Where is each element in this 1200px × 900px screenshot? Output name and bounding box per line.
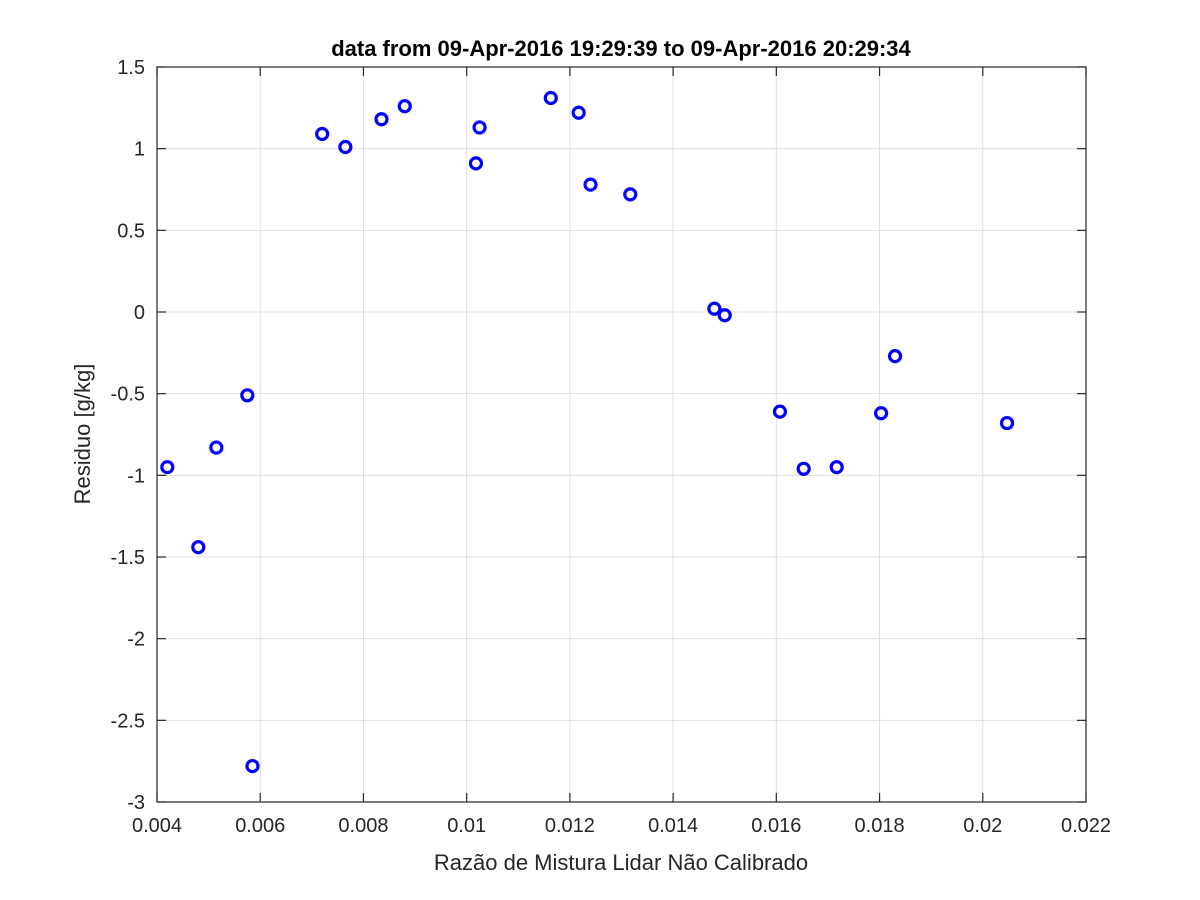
data-point bbox=[887, 349, 903, 364]
data-point bbox=[245, 758, 260, 774]
data-point bbox=[374, 112, 389, 127]
data-point bbox=[191, 540, 206, 555]
x-tick-label: 0.016 bbox=[751, 815, 801, 837]
data-point bbox=[772, 404, 788, 419]
x-tick-label: 0.022 bbox=[1061, 815, 1111, 837]
data-point bbox=[999, 415, 1015, 431]
x-tick-label: 0.02 bbox=[963, 815, 1002, 837]
y-tick-label: -2.5 bbox=[111, 710, 145, 732]
x-tick-label: 0.008 bbox=[338, 815, 388, 837]
data-point bbox=[160, 460, 175, 475]
data-point bbox=[623, 187, 638, 202]
y-tick-label: 1.5 bbox=[117, 57, 145, 79]
x-tick-label: 0.012 bbox=[545, 815, 595, 837]
axes-box bbox=[156, 66, 1087, 803]
data-point bbox=[315, 126, 330, 142]
data-point bbox=[571, 105, 586, 120]
x-tick-label: 0.01 bbox=[447, 815, 486, 837]
ticks bbox=[156, 66, 1087, 803]
y-axis-title: Residuo [g/kg] bbox=[70, 364, 95, 505]
data-point bbox=[472, 120, 487, 135]
data-point bbox=[583, 177, 598, 192]
data-point bbox=[240, 388, 255, 403]
y-tick-label: 0.5 bbox=[117, 220, 145, 242]
data-point bbox=[829, 460, 844, 475]
chart-title: data from 09-Apr-2016 19:29:39 to 09-Apr… bbox=[331, 36, 911, 61]
y-tick-label: -0.5 bbox=[111, 384, 145, 406]
x-tick-label: 0.014 bbox=[648, 815, 698, 837]
data-point bbox=[468, 156, 484, 171]
y-tick-label: 0 bbox=[134, 302, 145, 324]
data-point bbox=[707, 301, 722, 316]
plot-area bbox=[157, 67, 1086, 802]
data-point bbox=[796, 461, 811, 476]
y-tick-label: -3 bbox=[127, 792, 145, 814]
data-point bbox=[543, 90, 558, 106]
data-point bbox=[397, 99, 412, 114]
y-tick-label: -2 bbox=[127, 629, 145, 651]
y-tick-label: -1.5 bbox=[111, 547, 145, 569]
x-tick-label: 0.004 bbox=[132, 815, 182, 837]
data-point bbox=[209, 440, 224, 455]
x-tick-label: 0.006 bbox=[235, 815, 285, 837]
x-axis-title: Razão de Mistura Lidar Não Calibrado bbox=[434, 850, 808, 875]
data-points bbox=[160, 90, 1015, 774]
y-tick-label: -1 bbox=[127, 465, 145, 487]
data-point bbox=[717, 308, 732, 323]
data-point bbox=[874, 406, 889, 421]
y-tick-label: 1 bbox=[134, 139, 145, 161]
y-tick-labels: 1.5 1 0.5 0 -0.5 -1 -1.5 -2 -2.5 -3 bbox=[111, 57, 145, 814]
x-tick-label: 0.018 bbox=[855, 815, 905, 837]
data-point bbox=[338, 139, 353, 155]
x-tick-labels: 0.004 0.006 0.008 0.01 0.012 0.014 0.016 0.018 0… bbox=[132, 815, 1111, 837]
